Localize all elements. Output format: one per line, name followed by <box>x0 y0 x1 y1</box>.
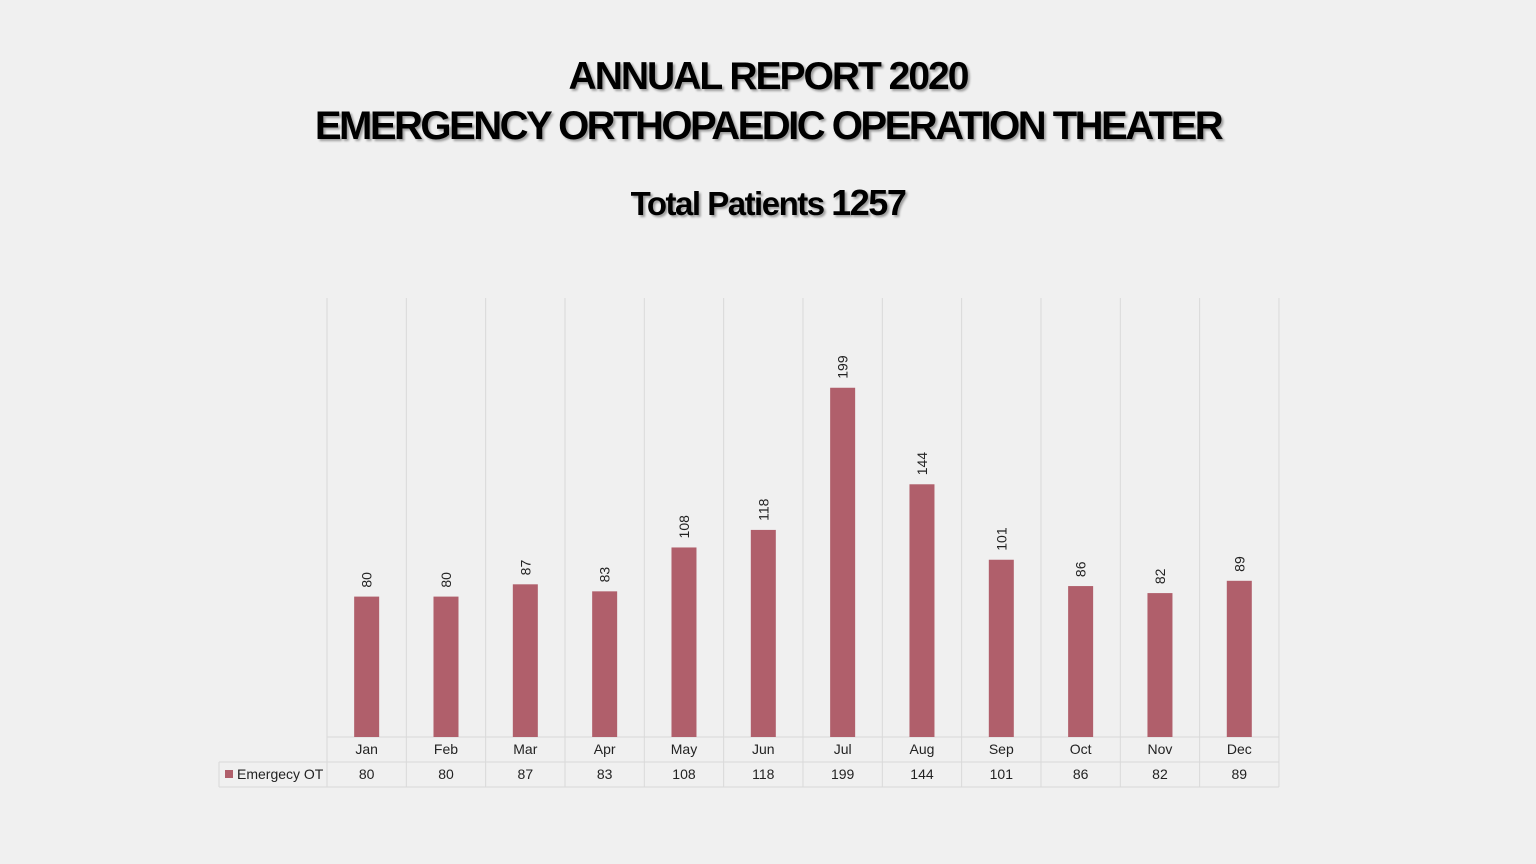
table-value: 80 <box>359 766 375 782</box>
category-label: Jan <box>355 741 378 757</box>
bar <box>671 547 697 737</box>
table-value: 144 <box>910 766 934 782</box>
data-label: 87 <box>517 560 533 576</box>
bar <box>354 596 380 737</box>
bar <box>988 559 1014 737</box>
data-label: 89 <box>1231 556 1247 572</box>
report-subtitle-theater: EMERGENCY ORTHOPAEDIC OPERATION THEATER <box>314 104 1224 148</box>
legend-label: Emergecy OT <box>237 766 324 782</box>
table-value: 108 <box>672 766 696 782</box>
data-label: 118 <box>755 498 771 521</box>
table-value: 82 <box>1152 766 1168 782</box>
table-value: 199 <box>831 766 855 782</box>
legend-key <box>225 770 233 778</box>
data-label: 80 <box>359 572 375 588</box>
data-label: 82 <box>1152 568 1168 584</box>
bar <box>830 387 856 737</box>
category-label: May <box>671 741 697 757</box>
data-label: 101 <box>993 527 1009 551</box>
category-label: Apr <box>594 741 616 757</box>
data-label: 199 <box>835 355 851 379</box>
category-label: Feb <box>434 741 458 757</box>
table-value: 89 <box>1232 766 1248 782</box>
category-label: Dec <box>1227 741 1252 757</box>
bar <box>750 529 776 737</box>
table-value: 101 <box>990 766 1014 782</box>
bar <box>433 596 459 737</box>
total-patients-label: Total Patients <box>630 185 825 222</box>
data-label: 144 <box>914 452 930 476</box>
total-patients-value: 1257 <box>831 182 907 223</box>
category-label: Jul <box>834 741 852 757</box>
data-label: 80 <box>438 572 454 588</box>
table-value: 86 <box>1073 766 1089 782</box>
table-value: 87 <box>518 766 534 782</box>
bar <box>1147 593 1173 737</box>
table-value: 83 <box>597 766 613 782</box>
bar <box>592 591 618 737</box>
total-patients: Total Patients 1257 <box>0 182 1536 224</box>
category-label: Jun <box>752 741 775 757</box>
report-title: ANNUAL REPORT 2020 <box>568 55 970 98</box>
bar <box>1068 586 1094 737</box>
data-label: 86 <box>1073 561 1089 577</box>
category-label: Sep <box>989 741 1014 757</box>
data-label: 108 <box>676 515 692 539</box>
category-label: Aug <box>910 741 935 757</box>
data-label: 83 <box>597 567 613 583</box>
category-label: Mar <box>513 741 537 757</box>
category-label: Nov <box>1148 741 1173 757</box>
bar <box>1226 580 1252 737</box>
category-label: Oct <box>1070 741 1092 757</box>
table-value: 118 <box>752 766 775 782</box>
bar <box>909 484 935 737</box>
table-value: 80 <box>438 766 454 782</box>
bar <box>512 584 538 737</box>
